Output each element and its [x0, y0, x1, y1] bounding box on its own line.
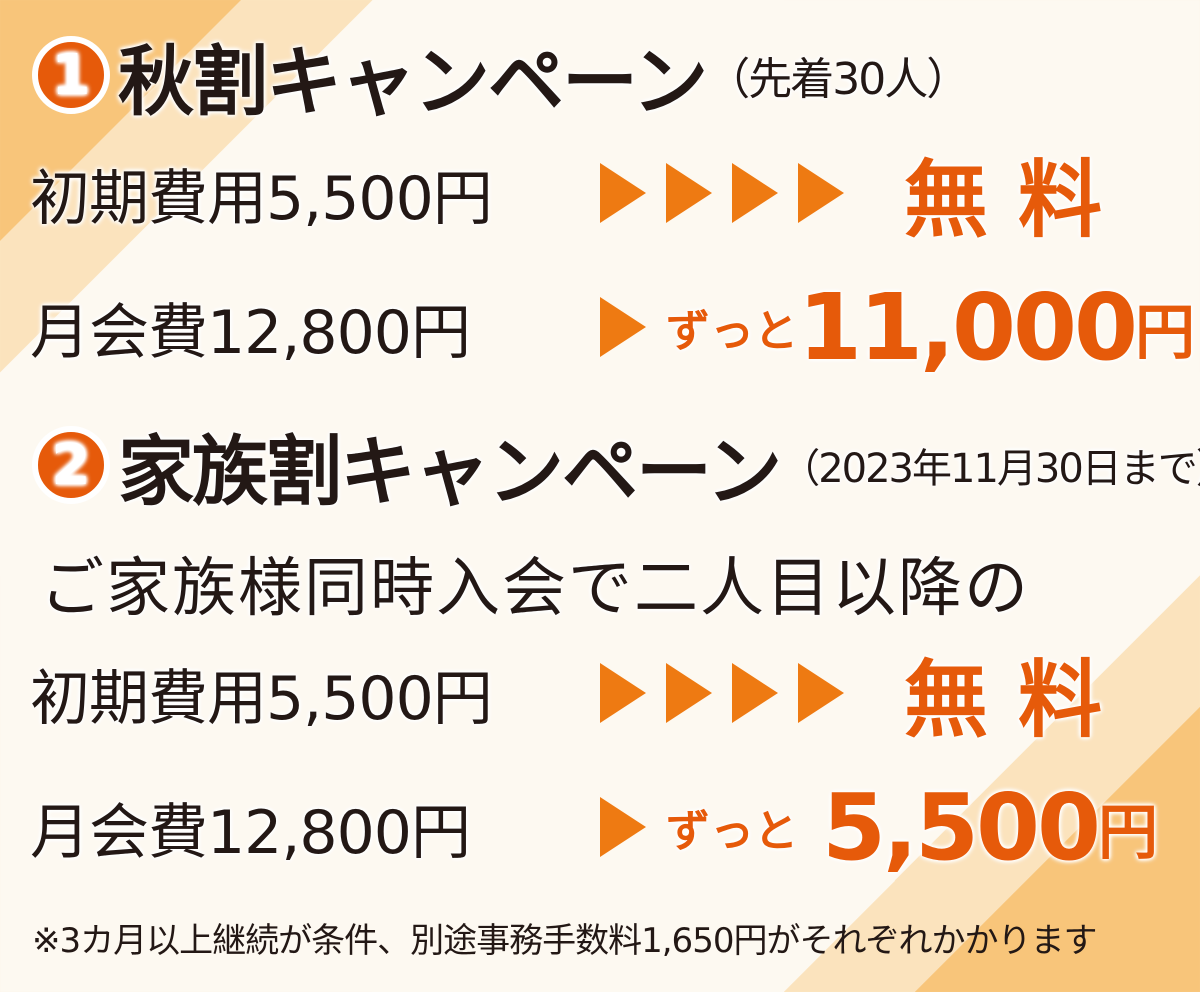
- footnote: ※3カ月以上継続が条件、別途事務手数料1,650円がそれぞれかかります: [32, 912, 1097, 962]
- campaign1-monthly-fee-row: 月会費12,800円 ずっと 11,000 円: [30, 272, 1195, 382]
- discount-price: 11,000: [798, 273, 1138, 381]
- number-badge-2: 2: [32, 426, 110, 504]
- initial-fee-label: 初期費用5,500円: [30, 663, 493, 734]
- campaign2-heading: 2 家族割キャンペーン （2023年11月30日まで）: [32, 410, 1200, 520]
- arrow-icon: [732, 163, 778, 223]
- campaign1-title: 秋割キャンペーン: [118, 37, 708, 126]
- footnote-text: ※3カ月以上継続が条件、別途事務手数料1,650円がそれぞれかかります: [32, 920, 1097, 961]
- yen-unit: 円: [1098, 797, 1159, 868]
- arrow-icon: [600, 297, 646, 357]
- monthly-fee-label: 月会費12,800円: [30, 297, 471, 368]
- campaign1-initial-fee-row: 初期費用5,500円 無料: [30, 148, 1132, 249]
- free-label: 無料: [904, 650, 1133, 749]
- free-label: 無料: [904, 150, 1133, 249]
- initial-fee-label: 初期費用5,500円: [30, 163, 493, 234]
- yen-unit: 円: [1135, 297, 1196, 368]
- campaign2-title: 家族割キャンペーン: [118, 427, 782, 516]
- arrow-icon: [732, 663, 778, 723]
- campaign2-monthly-fee-row: 月会費12,800円 ずっと 5,500 円: [30, 772, 1158, 882]
- arrow-icon: [600, 797, 646, 857]
- discount-price: 5,500: [822, 773, 1101, 881]
- monthly-fee-label: 月会費12,800円: [30, 797, 471, 868]
- campaign2-condition: （2023年11月30日まで）: [780, 446, 1200, 492]
- arrow-icon: [666, 663, 712, 723]
- arrow-icon: [600, 663, 646, 723]
- arrow-icon: [666, 163, 712, 223]
- arrow-icon: [798, 663, 844, 723]
- description-text: ご家族様同時入会で二人目以降の: [40, 552, 1030, 626]
- arrow-icon: [798, 163, 844, 223]
- arrow-icon: [600, 163, 646, 223]
- campaign2-initial-fee-row: 初期費用5,500円 無料: [30, 648, 1132, 749]
- campaign1-heading: 1 秋割キャンペーン （先着30人）: [32, 20, 970, 130]
- campaign2-description: ご家族様同時入会で二人目以降の: [40, 538, 1030, 628]
- zutto-label: ずっと: [666, 306, 798, 357]
- zutto-label: ずっと: [666, 806, 798, 857]
- campaign1-condition: （先着30人）: [706, 54, 970, 105]
- number-badge-1: 1: [32, 36, 110, 114]
